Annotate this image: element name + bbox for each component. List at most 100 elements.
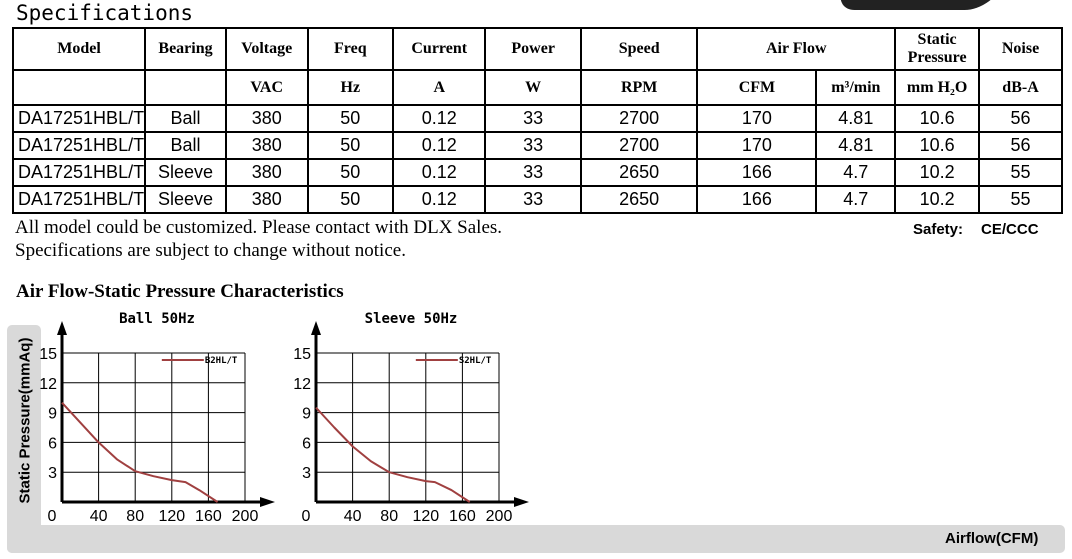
chart-heading: Air Flow-Static Pressure Characteristics — [16, 281, 344, 302]
table-cell: 55 — [978, 158, 1063, 187]
unit-cell: W — [484, 69, 582, 106]
unit-cell: Hz — [306, 69, 395, 106]
table-cell: 50 — [306, 185, 395, 214]
x-tick-label: 0 — [48, 508, 57, 525]
page-title: Specifications — [16, 1, 194, 25]
x-tick-label: 120 — [412, 508, 439, 525]
table-cell: 33 — [484, 131, 582, 160]
table-row: DA17251HBL/T Ball 380 50 0.12 33 2700 170 4.81 10… — [11, 104, 1063, 133]
table-cell: 4.7 — [815, 158, 897, 187]
y-tick-label: 3 — [302, 465, 311, 482]
y-tick-label: 9 — [48, 406, 57, 423]
table-cell: 380 — [224, 104, 309, 133]
table-cell: 2700 — [579, 104, 699, 133]
table-cell: 170 — [696, 104, 818, 133]
legend-label: B2HL/T — [205, 356, 238, 366]
table-cell: 10.2 — [894, 185, 981, 214]
unit-cell — [11, 69, 147, 106]
safety-info: Safety: CE/CCC — [913, 221, 1039, 238]
safety-label: Safety: — [913, 221, 964, 238]
table-row: DA17251HBL/T Sleeve 380 50 0.12 33 2650 166 4.7 1… — [11, 185, 1063, 214]
x-tick-label: 160 — [195, 508, 222, 525]
chart-title: Sleeve 50Hz — [365, 311, 458, 327]
header-bearing: Bearing — [144, 27, 227, 71]
header-speed: Speed — [579, 27, 699, 71]
table-cell: 380 — [224, 131, 309, 160]
x-tick-label: 200 — [486, 508, 513, 525]
table-cell: 56 — [978, 131, 1063, 160]
table-cell: 55 — [978, 185, 1063, 214]
table-cell: 0.12 — [392, 104, 487, 133]
safety-value: CE/CCC — [981, 221, 1039, 238]
x-tick-label: 80 — [380, 508, 398, 525]
unit-cell: VAC — [224, 69, 309, 106]
x-tick-label: 120 — [158, 508, 185, 525]
table-cell: Sleeve — [144, 185, 227, 214]
unit-cell: m³/min — [815, 69, 897, 106]
chart-title: Ball 50Hz — [119, 311, 195, 327]
table-cell: 2650 — [579, 158, 699, 187]
table-row: DA17251HBL/T Sleeve 380 50 0.12 33 2650 166 4.7 1… — [11, 158, 1063, 187]
header-power: Power — [484, 27, 582, 71]
table-cell: 10.6 — [894, 131, 981, 160]
unit-cell: dB-A — [978, 69, 1063, 106]
table-cell: DA17251HBL/T — [11, 131, 147, 160]
header-airflow: Air Flow — [696, 27, 897, 71]
table-cell: 380 — [224, 158, 309, 187]
table-cell: 4.81 — [815, 104, 897, 133]
table-cell: 10.2 — [894, 158, 981, 187]
table-cell: 2650 — [579, 185, 699, 214]
x-label-panel — [7, 525, 1065, 553]
y-tick-label: 6 — [48, 435, 57, 452]
table-cell: DA17251HBL/T — [11, 104, 147, 133]
table-cell: 33 — [484, 185, 582, 214]
table-cell: Sleeve — [144, 158, 227, 187]
table-cell: Ball — [144, 131, 227, 160]
table-cell: DA17251HBL/T — [11, 158, 147, 187]
y-axis-arrow-icon — [311, 321, 321, 335]
table-cell: 33 — [484, 158, 582, 187]
y-tick-label: 15 — [39, 346, 57, 363]
table-cell: 380 — [224, 185, 309, 214]
header-voltage: Voltage — [224, 27, 309, 71]
y-tick-label: 6 — [302, 435, 311, 452]
x-axis-arrow-icon — [514, 497, 529, 507]
x-axis-label: Airflow(CFM) — [945, 530, 1039, 547]
table-cell: 0.12 — [392, 185, 487, 214]
y-tick-label: 3 — [48, 465, 57, 482]
unit-cell: CFM — [696, 69, 818, 106]
y-tick-label: 12 — [39, 376, 57, 393]
x-tick-label: 160 — [449, 508, 476, 525]
table-cell: 166 — [696, 158, 818, 187]
header-freq: Freq — [306, 27, 395, 71]
table-row: DA17251HBL/T Ball 380 50 0.12 33 2700 170 4.81 10… — [11, 131, 1063, 160]
table-cell: 56 — [978, 104, 1063, 133]
unit-cell — [144, 69, 227, 106]
note-customize: All model could be customized. Please co… — [15, 217, 503, 238]
table-cell: 0.12 — [392, 158, 487, 187]
header-model: Model — [11, 27, 147, 71]
x-tick-label: 200 — [232, 508, 259, 525]
spec-table: Model Bearing Voltage Freq Current Power… — [11, 27, 1063, 214]
y-axis-arrow-icon — [57, 321, 67, 335]
y-tick-label: 9 — [302, 406, 311, 423]
series-line — [315, 406, 471, 503]
table-cell: 4.81 — [815, 131, 897, 160]
table-cell: 33 — [484, 104, 582, 133]
table-cell: 10.6 — [894, 104, 981, 133]
x-tick-label: 40 — [344, 508, 362, 525]
table-cell: 0.12 — [392, 131, 487, 160]
x-tick-label: 0 — [302, 508, 311, 525]
x-tick-label: 40 — [90, 508, 108, 525]
header-current: Current — [392, 27, 487, 71]
legend-label: S2HL/T — [459, 356, 492, 366]
table-cell: 2700 — [579, 131, 699, 160]
table-cell: 170 — [696, 131, 818, 160]
unit-cell: A — [392, 69, 487, 106]
y-tick-label: 12 — [293, 376, 311, 393]
table-cell: 4.7 — [815, 185, 897, 214]
note-change: Specifications are subject to change wit… — [15, 240, 406, 261]
table-cell: 166 — [696, 185, 818, 214]
table-cell: DA17251HBL/T — [11, 185, 147, 214]
